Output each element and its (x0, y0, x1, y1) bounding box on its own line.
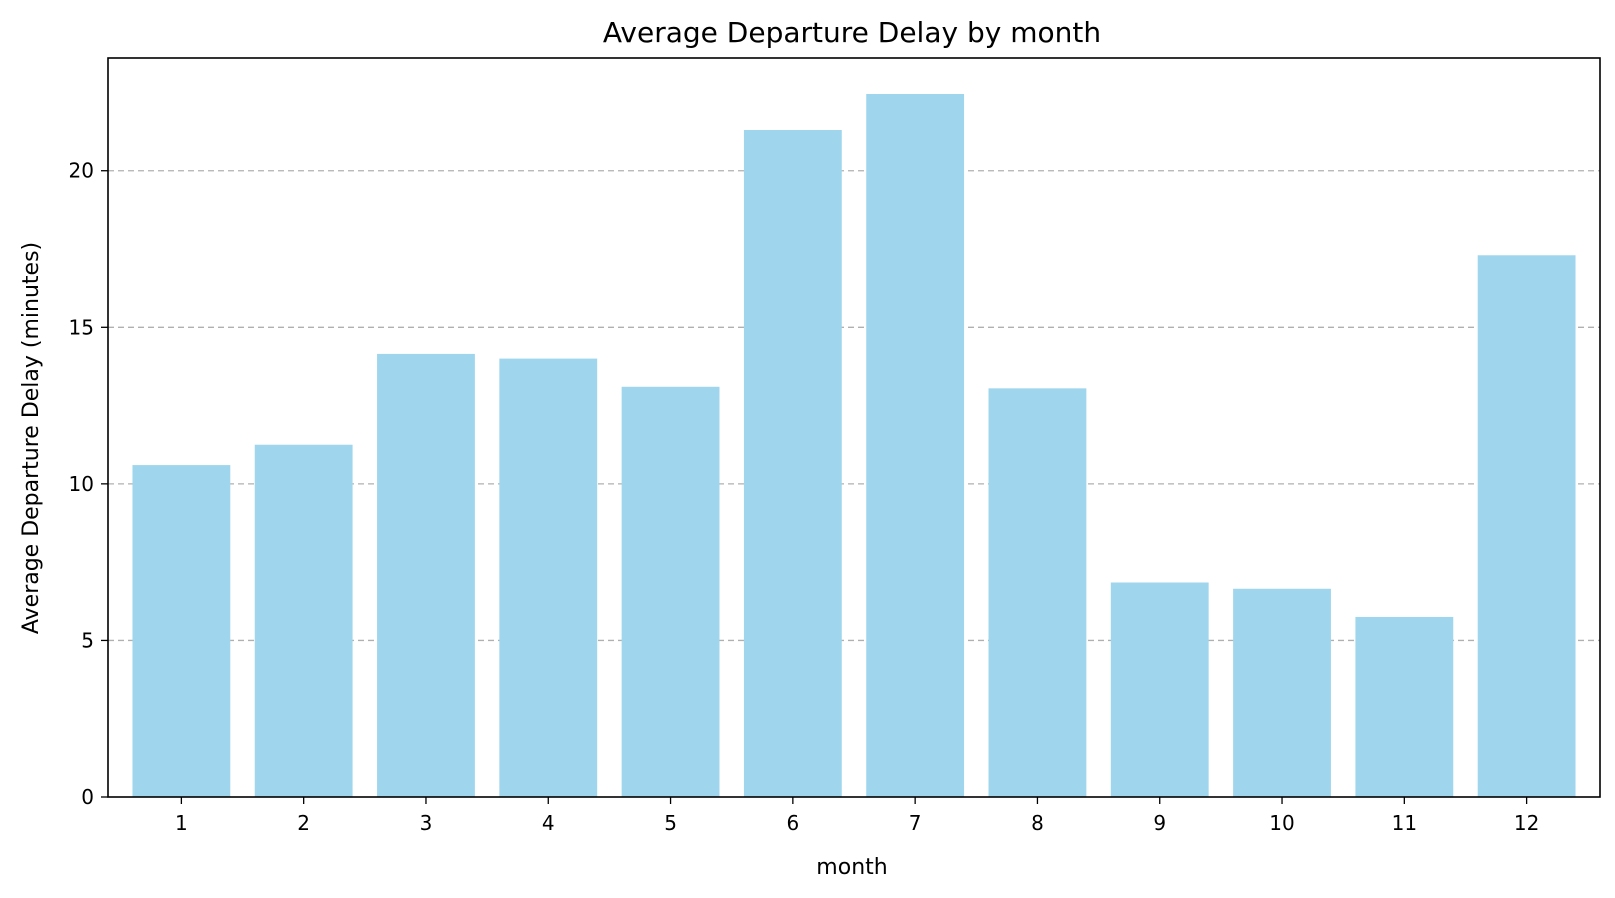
x-tick-label: 10 (1269, 811, 1294, 835)
x-tick-label: 1 (175, 811, 188, 835)
bar-month-1 (132, 465, 231, 797)
bar-month-11 (1355, 616, 1454, 797)
y-axis-label: Average Departure Delay (minutes) (19, 242, 44, 634)
y-axis-ticks: 0 5 10 15 20 (69, 159, 108, 809)
x-tick-label: 4 (542, 811, 555, 835)
bars (132, 94, 1576, 798)
bar-month-2 (254, 444, 353, 797)
y-tick-label: 10 (69, 472, 94, 496)
grid-lines (108, 170, 1600, 642)
bar-month-6 (743, 130, 842, 797)
chart-title: Average Departure Delay by month (603, 16, 1101, 49)
bar-month-4 (499, 358, 598, 797)
x-tick-label: 11 (1392, 811, 1417, 835)
bar-month-3 (377, 353, 475, 797)
bar-month-8 (988, 388, 1087, 797)
x-tick-label: 3 (420, 811, 433, 835)
bar-month-5 (621, 386, 720, 797)
plot-frame (107, 57, 1601, 798)
bar-month-7 (866, 94, 965, 797)
x-axis-label: month (816, 855, 887, 880)
x-tick-label: 9 (1153, 811, 1166, 835)
y-tick-label: 20 (69, 159, 94, 183)
y-tick-label: 5 (81, 628, 94, 652)
x-tick-label: 2 (297, 811, 310, 835)
bar-month-12 (1477, 255, 1576, 798)
x-tick-label: 12 (1514, 811, 1539, 835)
bar-month-9 (1110, 582, 1209, 797)
x-axis-ticks: 1 2 3 4 5 6 7 8 9 10 11 12 (175, 797, 1539, 835)
y-tick-label: 15 (69, 315, 94, 339)
y-tick-label: 0 (81, 785, 94, 809)
x-tick-label: 6 (786, 811, 799, 835)
x-tick-label: 7 (909, 811, 922, 835)
x-tick-label: 8 (1031, 811, 1044, 835)
bar-month-10 (1233, 588, 1331, 797)
x-tick-label: 5 (664, 811, 677, 835)
